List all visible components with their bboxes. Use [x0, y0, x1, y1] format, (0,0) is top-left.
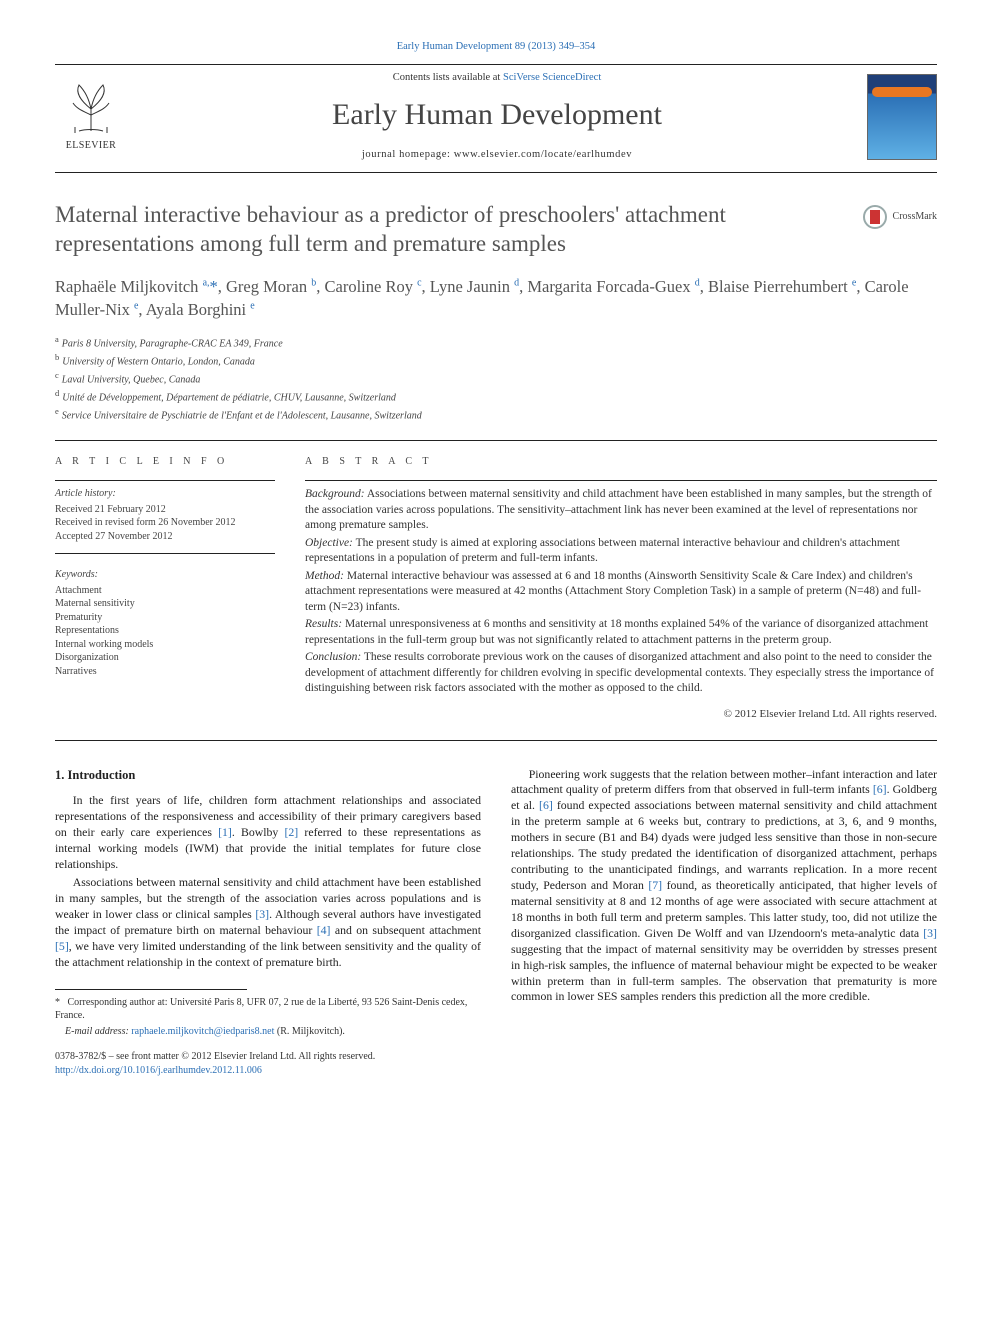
- history-accepted: Accepted 27 November 2012: [55, 530, 275, 544]
- journal-ref-link[interactable]: Early Human Development 89 (2013) 349–35…: [397, 41, 596, 52]
- abstract-conclusion: Conclusion: These results corroborate pr…: [305, 650, 937, 697]
- publisher-logo: ELSEVIER: [55, 78, 127, 156]
- article-title-text: Maternal interactive behaviour as a pred…: [55, 202, 726, 256]
- footnotes: * Corresponding author at: Université Pa…: [55, 996, 481, 1039]
- abstract-copyright: © 2012 Elsevier Ireland Ltd. All rights …: [305, 707, 937, 722]
- affiliations-list: aParis 8 University, Paragraphe-CRAC EA …: [55, 334, 937, 440]
- abstract-objective: Objective: The present study is aimed at…: [305, 536, 937, 567]
- intro-para-3: Pioneering work suggests that the relati…: [511, 767, 937, 1006]
- crossmark-label: CrossMark: [893, 211, 937, 224]
- availability-prefix: Contents lists available at: [393, 72, 503, 83]
- history-revised: Received in revised form 26 November 201…: [55, 516, 275, 530]
- keywords-heading: Keywords:: [55, 568, 275, 582]
- keyword-item: Maternal sensitivity: [55, 597, 275, 611]
- ref-link[interactable]: [3]: [923, 926, 937, 940]
- body-column-left: 1. Introduction In the first years of li…: [55, 767, 481, 1041]
- issn-line: 0378-3782/$ – see front matter © 2012 El…: [55, 1050, 375, 1064]
- section-heading-intro: 1. Introduction: [55, 767, 481, 784]
- journal-title: Early Human Development: [127, 95, 867, 136]
- intro-para-2: Associations between maternal sensitivit…: [55, 875, 481, 971]
- abstract-background: Background: Associations between materna…: [305, 487, 937, 534]
- doi-link[interactable]: http://dx.doi.org/10.1016/j.earlhumdev.2…: [55, 1065, 262, 1076]
- publisher-name: ELSEVIER: [66, 139, 116, 153]
- ref-link[interactable]: [7]: [648, 878, 662, 892]
- keyword-item: Representations: [55, 624, 275, 638]
- affiliation-item: cLaval University, Quebec, Canada: [55, 370, 937, 387]
- journal-cover-thumb: [867, 74, 937, 160]
- keyword-item: Attachment: [55, 584, 275, 598]
- abstract-method: Method: Maternal interactive behaviour w…: [305, 569, 937, 616]
- journal-ref-header: Early Human Development 89 (2013) 349–35…: [55, 40, 937, 54]
- abstract-column: A B S T R A C T Background: Associations…: [305, 455, 937, 722]
- ref-link[interactable]: [2]: [284, 825, 298, 839]
- history-heading: Article history:: [55, 487, 275, 501]
- affiliation-item: bUniversity of Western Ontario, London, …: [55, 352, 937, 369]
- availability-line: Contents lists available at SciVerse Sci…: [127, 71, 867, 85]
- abstract-results: Results: Maternal unresponsiveness at 6 …: [305, 617, 937, 648]
- article-info-heading: A R T I C L E I N F O: [55, 455, 275, 469]
- authors-line: Raphaële Miljkovitch a,*, Greg Moran b, …: [55, 275, 937, 323]
- keyword-item: Internal working models: [55, 638, 275, 652]
- sciencedirect-link[interactable]: SciVerse ScienceDirect: [503, 72, 601, 83]
- journal-homepage: journal homepage: www.elsevier.com/locat…: [127, 148, 867, 162]
- elsevier-tree-icon: [61, 81, 121, 137]
- ref-link[interactable]: [6]: [873, 782, 887, 796]
- page-footer: 0378-3782/$ – see front matter © 2012 El…: [55, 1050, 937, 1077]
- crossmark-icon: [863, 205, 887, 229]
- corresponding-email: E-mail address: raphaele.miljkovitch@ied…: [55, 1025, 481, 1039]
- crossmark-badge[interactable]: CrossMark: [863, 205, 937, 229]
- affiliation-item: dUnité de Développement, Département de …: [55, 388, 937, 405]
- ref-link[interactable]: [3]: [255, 907, 269, 921]
- email-link[interactable]: raphaele.miljkovitch@iedparis8.net: [131, 1026, 274, 1037]
- corresponding-author: * Corresponding author at: Université Pa…: [55, 996, 481, 1023]
- keywords-list: AttachmentMaternal sensitivityPrematurit…: [55, 584, 275, 679]
- masthead: ELSEVIER Contents lists available at Sci…: [55, 64, 937, 173]
- affiliation-item: aParis 8 University, Paragraphe-CRAC EA …: [55, 334, 937, 351]
- keyword-item: Prematurity: [55, 611, 275, 625]
- abstract-heading: A B S T R A C T: [305, 455, 937, 469]
- affiliation-item: eService Universitaire de Pyschiatrie de…: [55, 406, 937, 423]
- ref-link[interactable]: [1]: [218, 825, 232, 839]
- keyword-item: Disorganization: [55, 651, 275, 665]
- ref-link[interactable]: [4]: [317, 923, 331, 937]
- ref-link[interactable]: [6]: [539, 798, 553, 812]
- article-title: Maternal interactive behaviour as a pred…: [55, 201, 937, 259]
- intro-para-1: In the first years of life, children for…: [55, 793, 481, 873]
- article-info-column: A R T I C L E I N F O Article history: R…: [55, 455, 275, 722]
- body-column-right: Pioneering work suggests that the relati…: [511, 767, 937, 1041]
- history-received: Received 21 February 2012: [55, 503, 275, 517]
- ref-link[interactable]: [5]: [55, 939, 69, 953]
- keyword-item: Narratives: [55, 665, 275, 679]
